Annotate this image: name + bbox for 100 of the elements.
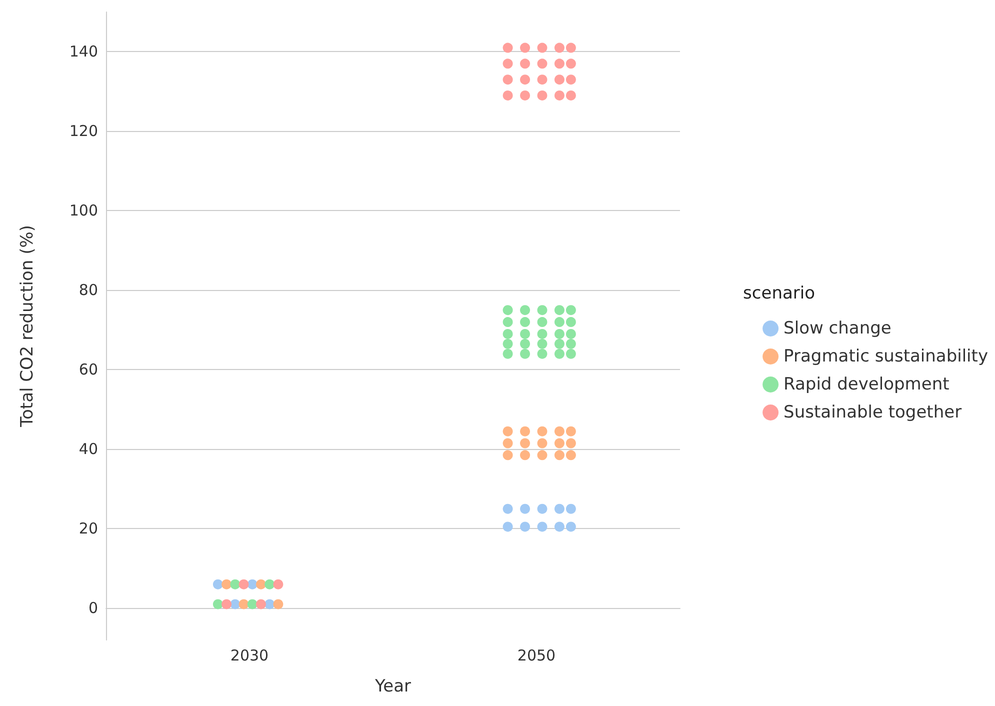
point <box>520 74 530 85</box>
point <box>554 426 564 436</box>
point <box>537 426 548 436</box>
point <box>537 438 548 448</box>
point <box>520 348 530 359</box>
point <box>222 579 232 590</box>
point <box>230 579 240 590</box>
point <box>537 348 548 359</box>
point <box>537 450 548 460</box>
point <box>566 348 576 359</box>
point <box>537 42 548 53</box>
point <box>520 58 530 69</box>
legend-label: Slow change <box>784 318 892 338</box>
point <box>502 42 513 53</box>
y-tick-label: 20 <box>78 520 98 538</box>
point <box>520 42 530 53</box>
y-tick-label: 40 <box>78 440 98 458</box>
point <box>537 58 548 69</box>
point <box>566 450 576 460</box>
point <box>520 426 530 436</box>
point <box>566 317 576 328</box>
y-axis-title: Total CO2 reduction (%) <box>18 225 38 428</box>
point <box>264 579 275 590</box>
point <box>537 338 548 349</box>
point <box>566 90 576 100</box>
point <box>520 305 530 316</box>
point <box>502 438 513 448</box>
point <box>566 305 576 316</box>
point <box>537 328 548 339</box>
point <box>238 599 249 610</box>
y-tick-label: 140 <box>69 42 98 61</box>
point <box>520 450 530 460</box>
point <box>502 348 513 359</box>
point <box>554 522 564 532</box>
point <box>273 599 284 610</box>
point <box>537 305 548 316</box>
point <box>537 522 548 532</box>
point <box>502 450 513 460</box>
point <box>502 328 513 339</box>
point <box>554 450 564 460</box>
point <box>566 74 576 85</box>
point <box>566 328 576 339</box>
point <box>554 58 564 69</box>
point <box>247 599 258 610</box>
point <box>554 305 564 316</box>
point <box>502 504 513 514</box>
point <box>554 90 564 100</box>
y-tick-label: 120 <box>69 122 98 140</box>
point <box>554 328 564 339</box>
point <box>256 579 266 590</box>
legend-title: scenario <box>743 284 815 304</box>
point <box>502 58 513 69</box>
point <box>554 317 564 328</box>
y-tick-label: 60 <box>78 360 98 379</box>
point <box>502 305 513 316</box>
legend-label: Pragmatic sustainability <box>784 346 988 366</box>
point <box>554 338 564 349</box>
y-tick-label: 100 <box>69 202 98 220</box>
point <box>554 42 564 53</box>
point <box>238 579 249 590</box>
point <box>222 599 232 610</box>
x-tick-label: 2050 <box>517 646 556 664</box>
point <box>537 317 548 328</box>
point <box>554 74 564 85</box>
point <box>520 338 530 349</box>
point <box>520 317 530 328</box>
y-tick-label: 0 <box>88 599 98 618</box>
point <box>554 348 564 359</box>
point <box>554 504 564 514</box>
point <box>520 328 530 339</box>
point <box>566 504 576 514</box>
point <box>502 426 513 436</box>
point <box>566 522 576 532</box>
legend-label: Sustainable together <box>784 402 962 422</box>
legend-label: Rapid development <box>784 374 950 394</box>
point <box>520 90 530 100</box>
point <box>502 522 513 532</box>
point <box>502 74 513 85</box>
point <box>554 438 564 448</box>
point <box>273 579 284 590</box>
point <box>520 438 530 448</box>
point <box>212 599 223 610</box>
point <box>520 504 530 514</box>
point <box>566 42 576 53</box>
x-tick-label: 2030 <box>230 646 269 664</box>
point <box>566 438 576 448</box>
point <box>566 58 576 69</box>
point <box>537 90 548 100</box>
point <box>566 338 576 349</box>
point <box>256 599 266 610</box>
point <box>537 504 548 514</box>
y-tick-label: 80 <box>78 281 98 300</box>
point <box>502 338 513 349</box>
point <box>520 522 530 532</box>
point <box>502 317 513 328</box>
point <box>502 90 513 100</box>
point <box>212 579 223 590</box>
point <box>537 74 548 85</box>
x-axis-title: Year <box>374 676 412 696</box>
point <box>566 426 576 436</box>
